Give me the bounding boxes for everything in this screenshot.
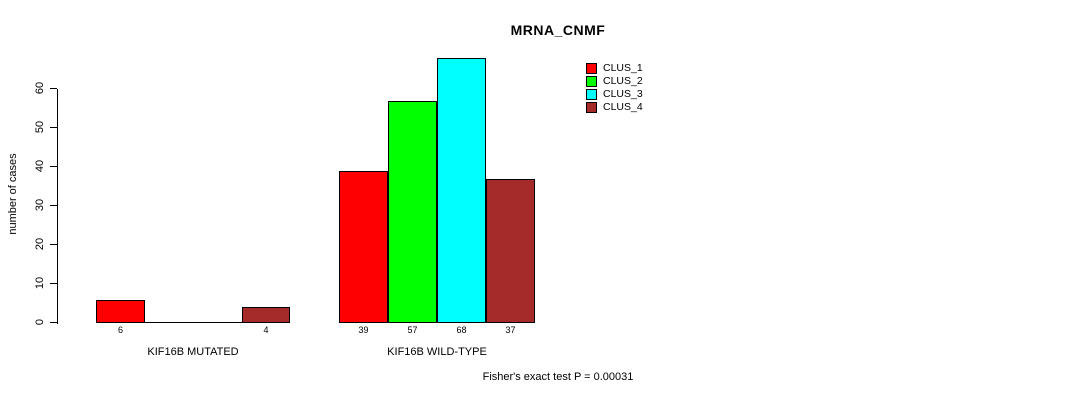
legend-swatch-clus1 (586, 63, 597, 74)
bar-value-label: 57 (407, 325, 418, 335)
bar-clus-3-kif16b-mutated (193, 322, 242, 323)
legend-label-clus1: CLUS_1 (603, 62, 643, 74)
legend-label-clus3: CLUS_3 (603, 88, 643, 100)
bar-clus-3-kif16b-wild-type (437, 58, 486, 323)
y-axis-label: number of cases (7, 153, 19, 235)
bar-value-label: 6 (117, 325, 123, 335)
y-tick-mark (50, 166, 57, 167)
y-tick-mark (50, 283, 57, 284)
y-tick-label: 30 (34, 198, 46, 212)
fisher-test-annotation: Fisher's exact test P = 0.00031 (482, 371, 634, 383)
bar-value-label: 39 (358, 325, 369, 335)
bar-value-label: 4 (263, 325, 269, 335)
legend-swatch-clus3 (586, 89, 597, 100)
legend-item: CLUS_1 (586, 62, 643, 75)
y-tick-label: 10 (34, 276, 46, 290)
bar-clus-4-kif16b-wild-type (486, 179, 535, 323)
legend-item: CLUS_3 (586, 88, 643, 101)
y-tick-mark (50, 244, 57, 245)
bar-clus-1-kif16b-mutated (96, 300, 145, 323)
y-axis-line (57, 89, 58, 324)
legend: CLUS_1 CLUS_2 CLUS_3 CLUS_4 (586, 62, 643, 114)
bar-clus-2-kif16b-mutated (145, 322, 193, 323)
y-tick-label: 50 (34, 120, 46, 134)
bar-clus-4-kif16b-mutated (242, 307, 290, 323)
y-tick-label: 20 (34, 237, 46, 251)
legend-item: CLUS_2 (586, 75, 643, 88)
y-tick-label: 60 (34, 81, 46, 95)
chart-title: MRNA_CNMF (510, 22, 606, 38)
x-category-label-mutated: KIF16B MUTATED (147, 346, 239, 358)
y-tick-mark (50, 88, 57, 89)
y-tick-label: 0 (34, 318, 46, 326)
legend-label-clus4: CLUS_4 (603, 101, 643, 113)
y-tick-label: 40 (34, 159, 46, 173)
bar-clus-1-kif16b-wild-type (339, 171, 388, 323)
legend-label-clus2: CLUS_2 (603, 75, 643, 87)
legend-swatch-clus4 (586, 102, 597, 113)
y-tick-mark (50, 322, 57, 323)
legend-swatch-clus2 (586, 76, 597, 87)
bar-value-label: 37 (505, 325, 516, 335)
y-tick-mark (50, 127, 57, 128)
bar-value-label: 68 (456, 325, 467, 335)
y-tick-mark (50, 205, 57, 206)
x-category-label-wildtype: KIF16B WILD-TYPE (387, 346, 487, 358)
legend-item: CLUS_4 (586, 101, 643, 114)
bar-clus-2-kif16b-wild-type (388, 101, 437, 323)
